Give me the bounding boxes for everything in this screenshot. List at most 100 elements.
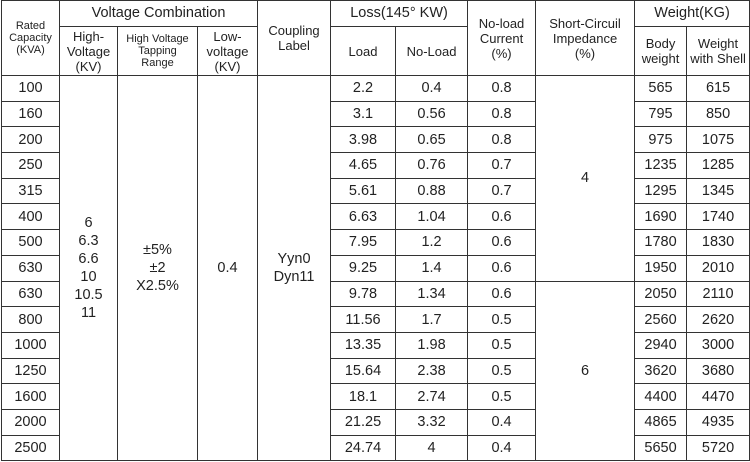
shell-weight-cell: 4935 — [686, 408, 750, 436]
no-load-loss-cell: 1.34 — [395, 280, 469, 308]
low-voltage-value: 0.4 — [196, 74, 259, 462]
body-weight-cell: 1295 — [634, 177, 688, 205]
body-weight-cell: 4400 — [634, 383, 688, 410]
body-weight-cell: 1690 — [634, 203, 688, 231]
impedance-group-1: 4 — [535, 75, 636, 282]
load-loss-cell: 9.78 — [330, 280, 397, 308]
no-load-current-cell: 0.8 — [467, 75, 537, 102]
no-load-current-cell: 0.5 — [467, 357, 537, 385]
table-row: 160 3.1 0.56 0.8 795 850 — [1, 100, 750, 128]
load-loss-cell: 13.35 — [330, 331, 397, 359]
tapping-range-values: ±5% ±2 X2.5% — [117, 74, 198, 462]
no-load-loss-cell: 0.4 — [395, 75, 469, 102]
table-row: 250 4.65 0.76 0.7 1235 1285 — [1, 152, 750, 179]
table-row: 2000 21.25 3.32 0.4 4865 4935 — [1, 408, 750, 436]
no-load-current-cell: 0.8 — [467, 126, 537, 154]
body-weight-cell: 2050 — [634, 280, 688, 308]
header-body-weight: Body weight — [634, 26, 688, 76]
no-load-current-cell: 0.6 — [467, 280, 537, 308]
shell-weight-cell: 2010 — [686, 254, 750, 282]
load-loss-cell: 21.25 — [330, 408, 397, 436]
load-loss-cell: 9.25 — [330, 254, 397, 282]
load-loss-cell: 3.98 — [330, 126, 397, 154]
load-loss-cell: 3.1 — [330, 100, 397, 128]
capacity-cell: 630 — [1, 254, 60, 282]
no-load-loss-cell: 1.4 — [395, 254, 469, 282]
shell-weight-cell: 2620 — [686, 306, 750, 333]
table-row: 100 6 6.3 6.6 10 10.5 11 ±5% ±2 X2.5% 0.… — [1, 74, 750, 462]
shell-weight-cell: 3680 — [686, 357, 750, 385]
header-tapping-range: High Voltage Tapping Range — [117, 26, 198, 76]
header-no-load-current: No-load Current (%) — [467, 0, 537, 76]
shell-weight-cell: 5720 — [686, 434, 750, 462]
no-load-loss-cell: 0.76 — [395, 152, 469, 179]
capacity-cell: 160 — [1, 100, 60, 128]
header-weight-with-shell: Weight with Shell — [686, 26, 750, 76]
body-weight-cell: 2560 — [634, 306, 688, 333]
table-row: 200 3.98 0.65 0.8 975 1075 — [1, 126, 750, 154]
impedance-group-2: 6 — [535, 280, 636, 462]
load-loss-cell: 18.1 — [330, 383, 397, 410]
capacity-cell: 250 — [1, 152, 60, 179]
capacity-cell: 1000 — [1, 331, 60, 359]
capacity-cell: 800 — [1, 306, 60, 333]
body-weight-cell: 1950 — [634, 254, 688, 282]
capacity-cell: 1250 — [1, 357, 60, 385]
table-row: 2500 24.74 4 0.4 5650 5720 — [1, 434, 750, 462]
shell-weight-cell: 1740 — [686, 203, 750, 231]
shell-weight-cell: 615 — [686, 75, 750, 102]
table-body: 100 6 6.3 6.6 10 10.5 11 ±5% ±2 X2.5% 0.… — [1, 74, 750, 462]
no-load-loss-cell: 3.32 — [395, 408, 469, 436]
header-no-load: No-Load — [395, 26, 469, 76]
load-loss-cell: 11.56 — [330, 306, 397, 333]
header-low-voltage: Low- voltage (KV) — [196, 26, 259, 76]
high-voltage-values: 6 6.3 6.6 10 10.5 11 — [59, 74, 118, 462]
capacity-cell: 630 — [1, 280, 60, 308]
header-voltage-combination: Voltage Combination — [58, 0, 259, 27]
header-load: Load — [330, 26, 397, 76]
capacity-cell: 200 — [1, 126, 60, 154]
body-weight-cell: 1235 — [634, 152, 688, 179]
shell-weight-cell: 1075 — [686, 126, 750, 154]
capacity-cell: 500 — [1, 229, 60, 256]
no-load-loss-cell: 1.98 — [395, 331, 469, 359]
no-load-loss-cell: 0.88 — [395, 177, 469, 205]
header-short-circuit-impedance: Short-Circuil Impedance (%) — [535, 0, 636, 76]
header-high-voltage: High- Voltage (KV) — [59, 26, 118, 76]
no-load-current-cell: 0.5 — [467, 383, 537, 410]
shell-weight-cell: 1345 — [686, 177, 750, 205]
table-row: 800 11.56 1.7 0.5 2560 2620 — [1, 306, 750, 333]
load-loss-cell: 5.61 — [330, 177, 397, 205]
table-row: 400 6.63 1.04 0.6 1690 1740 — [1, 203, 750, 231]
capacity-cell: 2000 — [1, 408, 60, 436]
body-weight-cell: 1780 — [634, 229, 688, 256]
no-load-current-cell: 0.6 — [467, 229, 537, 256]
header-coupling-label: Coupling Label — [257, 0, 332, 76]
load-loss-cell: 24.74 — [330, 434, 397, 462]
body-weight-cell: 3620 — [634, 357, 688, 385]
capacity-cell: 2500 — [1, 434, 60, 462]
shell-weight-cell: 3000 — [686, 331, 750, 359]
no-load-current-cell: 0.7 — [467, 177, 537, 205]
no-load-loss-cell: 0.56 — [395, 100, 469, 128]
no-load-current-cell: 0.8 — [467, 100, 537, 128]
body-weight-cell: 5650 — [634, 434, 688, 462]
no-load-current-cell: 0.5 — [467, 331, 537, 359]
no-load-loss-cell: 4 — [395, 434, 469, 462]
capacity-cell: 1600 — [1, 383, 60, 410]
shell-weight-cell: 1830 — [686, 229, 750, 256]
shell-weight-cell: 1285 — [686, 152, 750, 179]
body-weight-cell: 975 — [634, 126, 688, 154]
coupling-label-values: Yyn0 Dyn11 — [257, 74, 332, 462]
header-weight: Weight(KG) — [634, 0, 750, 27]
body-weight-cell: 795 — [634, 100, 688, 128]
header-rated-capacity: Rated Capacity (KVA) — [1, 0, 60, 76]
no-load-current-cell: 0.4 — [467, 434, 537, 462]
shell-weight-cell: 850 — [686, 100, 750, 128]
table-row: 315 5.61 0.88 0.7 1295 1345 — [1, 177, 750, 205]
no-load-current-cell: 0.4 — [467, 408, 537, 436]
load-loss-cell: 6.63 — [330, 203, 397, 231]
capacity-cell: 315 — [1, 177, 60, 205]
no-load-current-cell: 0.6 — [467, 254, 537, 282]
body-weight-cell: 4865 — [634, 408, 688, 436]
